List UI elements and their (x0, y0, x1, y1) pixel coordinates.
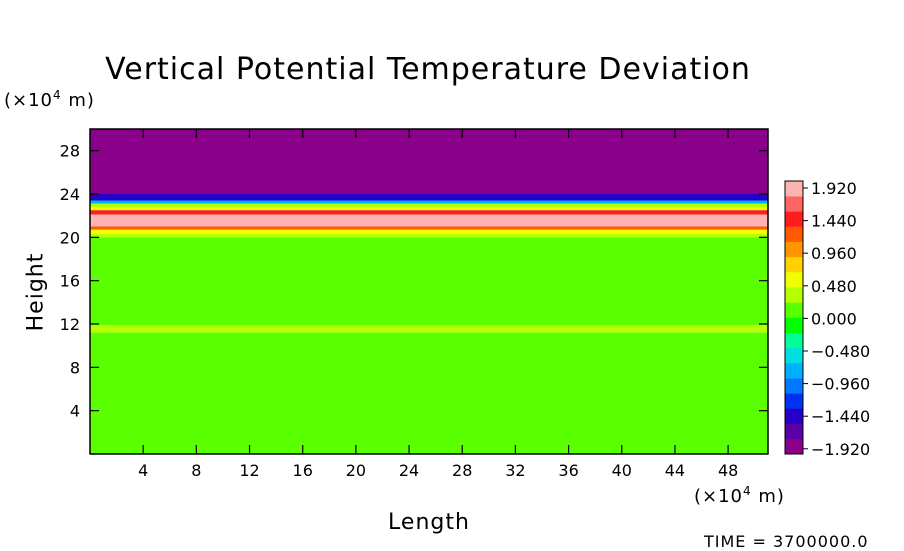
colorbar-swatch (785, 423, 803, 440)
colorbar-label: 0.000 (811, 309, 857, 328)
colorbar-swatch (785, 408, 803, 424)
x-tick-label: 4 (138, 461, 148, 480)
colorbar-swatch (785, 241, 803, 258)
y-tick-label: 12 (60, 315, 80, 334)
chart-title: Vertical Potential Temperature Deviation (105, 52, 751, 87)
x-axis-unit: (×104 m) (694, 484, 785, 507)
colorbar-swatch (785, 272, 803, 288)
colorbar-frame (784, 180, 804, 455)
colorbar-label: 0.960 (811, 244, 857, 263)
colorbar-swatch (785, 363, 803, 379)
field-band-13 (90, 332, 768, 454)
x-tick-label: 8 (191, 461, 201, 480)
y-axis-unit: (×104 m) (4, 88, 95, 111)
colorbar-swatch (785, 438, 803, 455)
colorbar-swatch (785, 287, 803, 303)
field-band-1 (90, 194, 768, 201)
y-tick-label: 16 (60, 272, 80, 291)
x-tick-label: 36 (558, 461, 578, 480)
colorbar-label: 0.480 (811, 277, 857, 296)
field-band-11 (90, 325, 768, 330)
field-band-10 (90, 237, 768, 326)
field-band-7 (90, 226, 768, 230)
field-band-0 (90, 129, 768, 194)
plot-frame (89, 128, 769, 455)
x-tick-label: 12 (239, 461, 259, 480)
colorbar-label: −1.920 (811, 440, 870, 459)
colorbar-label: 1.440 (811, 212, 857, 231)
x-tick-label: 40 (612, 461, 632, 480)
field-band-2 (90, 200, 768, 204)
field-band-4 (90, 207, 768, 211)
colorbar-swatch (785, 181, 803, 197)
colorbar-label: −0.480 (811, 342, 870, 361)
colorbar-swatch (785, 302, 803, 318)
colorbar-swatch (785, 332, 803, 349)
colorbar-swatch (785, 378, 803, 394)
colorbar-swatch (785, 317, 803, 333)
colorbar-label: −0.960 (811, 375, 870, 394)
x-axis-label: Length (388, 510, 470, 535)
colorbar-swatch (785, 211, 803, 227)
field-band-9 (90, 234, 768, 238)
y-tick-label: 20 (60, 228, 80, 247)
colorbar-swatch (785, 347, 803, 364)
field-band-8 (90, 229, 768, 235)
x-tick-label: 48 (718, 461, 738, 480)
x-tick-label: 28 (452, 461, 472, 480)
field-band-12 (90, 329, 768, 333)
y-tick-label: 8 (70, 358, 80, 377)
colorbar-swatch (785, 226, 803, 242)
x-tick-label: 32 (505, 461, 525, 480)
colorbar-label: 1.920 (811, 179, 857, 198)
x-tick-label: 16 (293, 461, 313, 480)
colorbar-swatch (785, 196, 803, 212)
colorbar-swatch (785, 393, 803, 409)
x-tick-label: 24 (399, 461, 419, 480)
y-tick-label: 4 (70, 402, 80, 421)
colorbar-swatch (785, 256, 803, 273)
field-band-6 (90, 214, 768, 227)
y-tick-label: 24 (60, 185, 80, 204)
field-band-5 (90, 210, 768, 215)
field-band-3 (90, 203, 768, 207)
y-tick-label: 28 (60, 142, 80, 161)
x-tick-label: 20 (346, 461, 366, 480)
x-tick-label: 44 (665, 461, 685, 480)
colorbar-label: −1.440 (811, 407, 870, 426)
